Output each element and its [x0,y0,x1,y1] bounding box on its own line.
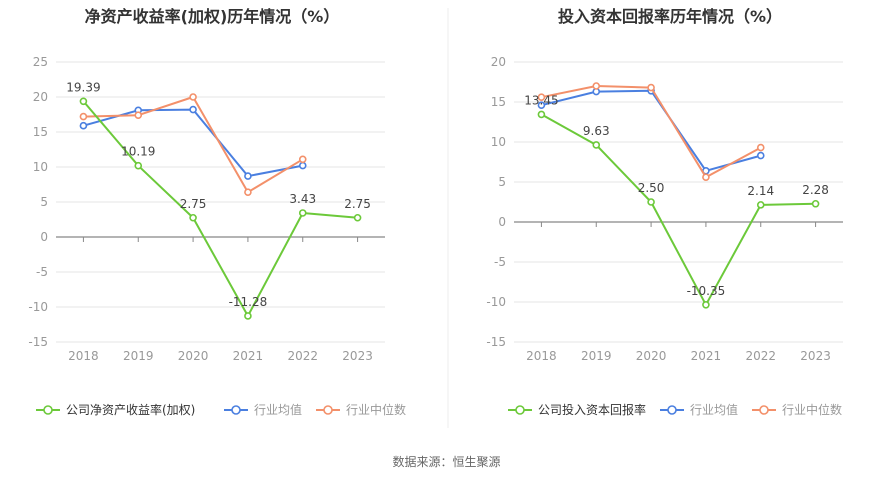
data-point [134,161,143,170]
legend-label: 行业均值 [690,402,738,417]
legend-swatch-marker [231,405,241,415]
series-line-1 [82,100,358,317]
data-point [189,213,197,222]
data-label: 2.14 [747,184,774,198]
y-tick-label: -5 [494,255,506,269]
legend-swatch-marker [515,405,525,415]
data-point [79,97,88,106]
y-tick-label: 20 [33,90,48,104]
y-tick-label: -15 [486,335,506,349]
y-tick-label: 10 [491,135,506,149]
data-point [79,121,88,130]
legend-swatch-marker [667,405,677,415]
y-tick-label: -10 [486,295,506,309]
legend-item-3: 行业中位数 [316,402,406,417]
data-point [756,151,765,160]
legend-item-2: 行业均值 [224,402,302,417]
data-point [756,143,765,152]
legend-swatch-marker [323,405,333,415]
y-tick-label: -10 [28,300,48,314]
data-point [702,173,710,181]
chart-panel-1: 净资产收益率(加权)历年情况（%） 25 20 15 10 5 0 -5 -10 -15 2018 2… [28,7,406,417]
legend-label: 行业中位数 [346,402,406,417]
x-tick-label: 2023 [800,349,831,363]
legend-label: 公司投入资本回报率 [538,402,646,417]
data-point [756,201,765,209]
y-tick-label: 15 [491,95,506,109]
y-tick-label: 25 [33,55,48,69]
x-tick-label: 2020 [178,349,209,363]
data-label: 2.28 [802,183,829,197]
data-label: 9.63 [583,124,610,138]
y-tick-label: 0 [498,215,506,229]
series-line-2 [83,108,303,178]
y-tick-label: 0 [40,230,48,244]
data-label: -11.28 [229,295,268,309]
x-tick-label: 2018 [526,349,557,363]
data-point [134,111,143,119]
legend-swatch-marker [43,405,53,415]
data-point [244,188,252,196]
data-point [811,199,820,208]
x-tick-label: 2020 [636,349,667,363]
x-tick-label: 2019 [581,349,612,363]
data-point [537,93,546,101]
series-line-1 [540,113,816,306]
y-tick-label: 20 [491,55,506,69]
x-tick-label: 2022 [745,349,776,363]
data-label: 2.50 [638,181,665,195]
data-point [647,198,655,206]
data-label: 2.75 [180,197,207,211]
data-point [592,82,601,90]
x-tick-label: 2023 [342,349,373,363]
legend-label: 行业均值 [254,402,302,417]
data-label: 3.43 [289,192,316,206]
legend-label: 行业中位数 [782,402,842,417]
chart-title: 净资产收益率(加权)历年情况（%） [85,7,340,26]
y-tick-label: 15 [33,125,48,139]
y-tick-label: 5 [40,195,48,209]
y-tick-label: -15 [28,335,48,349]
chart-panel-2: 投入资本回报率历年情况（%） 20 15 10 5 0 -5 -10 -15 2018 2019 20… [486,7,843,417]
legend-label: 公司净资产收益率(加权) [66,402,195,417]
data-point [298,161,307,170]
data-point [79,112,88,121]
data-point [244,172,252,180]
legend-item-1: 公司投入资本回报率 [508,402,646,417]
data-point [298,155,307,164]
chart-title: 投入资本回报率历年情况（%） [558,7,782,26]
data-point [537,101,546,109]
y-tick-label: -5 [36,265,48,279]
source-note: 数据来源：恒生聚源 [392,454,500,469]
legend-item-3: 行业中位数 [752,402,842,417]
data-point [647,83,655,92]
data-point [244,312,252,320]
data-point [298,209,307,217]
data-point [592,141,601,149]
x-tick-label: 2021 [691,349,722,363]
data-label: 2.75 [344,197,371,211]
data-label: 10.19 [121,145,155,159]
legend-swatch-marker [759,405,769,415]
legend-item-2: 行业均值 [660,402,738,417]
data-point [537,110,546,119]
data-point [353,213,362,222]
x-tick-label: 2022 [287,349,318,363]
data-label: 19.39 [66,80,100,94]
data-label: -10.35 [687,284,726,298]
data-point [702,300,710,309]
y-tick-label: 10 [33,160,48,174]
x-tick-label: 2021 [233,349,264,363]
series-line-2 [541,89,762,172]
data-point [189,93,197,101]
legend-item-1: 公司净资产收益率(加权) [36,402,195,417]
x-tick-label: 2018 [68,349,99,363]
data-label: 13.45 [524,93,558,107]
data-point [189,105,197,114]
y-tick-label: 5 [498,175,506,189]
x-tick-label: 2019 [123,349,154,363]
